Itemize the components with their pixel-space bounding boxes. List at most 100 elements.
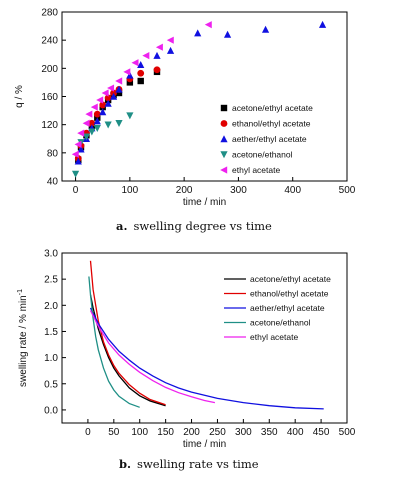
data-point <box>107 84 115 92</box>
y-tick-label: 0.0 <box>44 405 58 416</box>
y-tick-label: 120 <box>41 120 58 131</box>
data-point <box>104 99 112 107</box>
data-point <box>166 36 174 44</box>
y-tick-label: 1.5 <box>44 327 58 338</box>
series-line <box>89 260 166 406</box>
x-tick-label: 150 <box>157 427 174 438</box>
x-tick-label: 450 <box>313 427 330 438</box>
data-point <box>82 133 91 141</box>
x-tick-label: 500 <box>339 185 356 196</box>
x-tick-label: 400 <box>284 185 301 196</box>
data-point <box>104 94 112 102</box>
data-point <box>166 46 175 54</box>
data-point <box>101 89 109 97</box>
x-tick-label: 300 <box>230 185 247 196</box>
y-axis-label-superscript: -1 <box>17 289 24 295</box>
data-point <box>155 43 163 51</box>
data-point <box>137 61 145 69</box>
data-point <box>93 117 101 125</box>
data-point <box>77 129 85 137</box>
y-tick-label: 200 <box>41 64 58 75</box>
x-tick-label: 300 <box>235 427 252 438</box>
data-point <box>109 92 118 100</box>
data-point <box>223 30 232 38</box>
data-point <box>71 150 79 158</box>
data-point <box>137 77 144 85</box>
figure-caption: b. swelling rate vs time <box>119 457 259 471</box>
data-point <box>93 110 101 118</box>
data-point <box>74 140 82 148</box>
plot-frame <box>61 252 348 424</box>
data-point <box>126 79 134 86</box>
y-tick-label: 0.5 <box>44 379 58 390</box>
legend-entry: acetone/ethyl acetate <box>232 103 313 113</box>
y-tick-label: 240 <box>41 36 58 47</box>
data-point <box>115 77 123 85</box>
legend-entry: aether/ethyl acetate <box>250 303 325 313</box>
plot-frame <box>61 11 348 182</box>
legend-marker <box>220 104 228 112</box>
data-point <box>88 128 96 136</box>
y-tick-label: 280 <box>41 8 58 19</box>
legend-entry: acetone/ethanol <box>250 318 311 328</box>
data-point <box>153 66 161 74</box>
legend-marker <box>220 166 228 174</box>
caption-letter: b. <box>119 457 131 471</box>
data-point <box>82 119 90 127</box>
legend-entry: ethyl acetate <box>250 332 298 342</box>
x-tick-label: 200 <box>183 427 200 438</box>
x-axis-label: time / min <box>183 197 226 208</box>
series-line <box>88 276 140 408</box>
y-tick-label: 160 <box>41 92 58 103</box>
x-tick-label: 0 <box>73 185 79 196</box>
series-line <box>89 307 324 410</box>
data-point <box>153 51 161 59</box>
y-tick-label: 1.0 <box>44 353 58 364</box>
y-axis-label: swelling rate / % min-1 <box>17 289 29 387</box>
y-axis-label-text: q / % <box>14 85 25 108</box>
data-point <box>74 157 82 165</box>
data-point <box>99 108 107 116</box>
y-tick-label: 3.0 <box>44 249 58 260</box>
y-tick-label: 2.5 <box>44 275 58 286</box>
data-point <box>318 20 327 28</box>
data-point <box>142 52 150 60</box>
figure-caption: a. swelling degree vs time <box>116 219 272 233</box>
data-point <box>90 103 98 111</box>
data-point <box>96 96 104 104</box>
legend-entry: aether/ethyl acetate <box>232 134 307 144</box>
data-point <box>204 21 212 29</box>
x-tick-label: 200 <box>176 185 193 196</box>
legend-entry: acetone/ethyl acetate <box>250 274 331 284</box>
legend-entry: ethanol/ethyl acetate <box>232 119 311 129</box>
x-tick-label: 350 <box>261 427 278 438</box>
data-point <box>93 124 101 132</box>
x-tick-label: 50 <box>108 427 120 438</box>
data-point <box>137 69 145 77</box>
data-point <box>71 170 80 178</box>
data-point <box>104 121 112 129</box>
data-point <box>194 29 202 37</box>
x-tick-label: 0 <box>85 427 91 438</box>
y-axis-label-text: swelling rate / % min <box>18 295 29 387</box>
x-tick-label: 500 <box>339 427 356 438</box>
legend-marker <box>220 120 228 127</box>
legend-entry: acetone/ethanol <box>232 150 293 160</box>
data-point <box>123 68 131 76</box>
x-tick-label: 250 <box>209 427 226 438</box>
data-point <box>85 110 93 118</box>
y-tick-label: 40 <box>47 177 59 188</box>
legend-marker <box>220 135 228 143</box>
series-line <box>89 310 216 404</box>
legend-marker <box>220 151 228 159</box>
x-tick-label: 400 <box>287 427 304 438</box>
x-tick-label: 100 <box>122 185 139 196</box>
x-tick-label: 100 <box>131 427 148 438</box>
x-axis-label: time / min <box>183 439 226 450</box>
caption-text: swelling degree vs time <box>133 219 272 233</box>
data-point <box>115 89 123 97</box>
y-tick-label: 80 <box>47 148 59 159</box>
chart-b-swelling-rate: 0 50 100 150 200 250 300 350 400 450 500 0.0 0.5 1.0 1… <box>17 249 356 472</box>
data-point <box>77 145 85 153</box>
